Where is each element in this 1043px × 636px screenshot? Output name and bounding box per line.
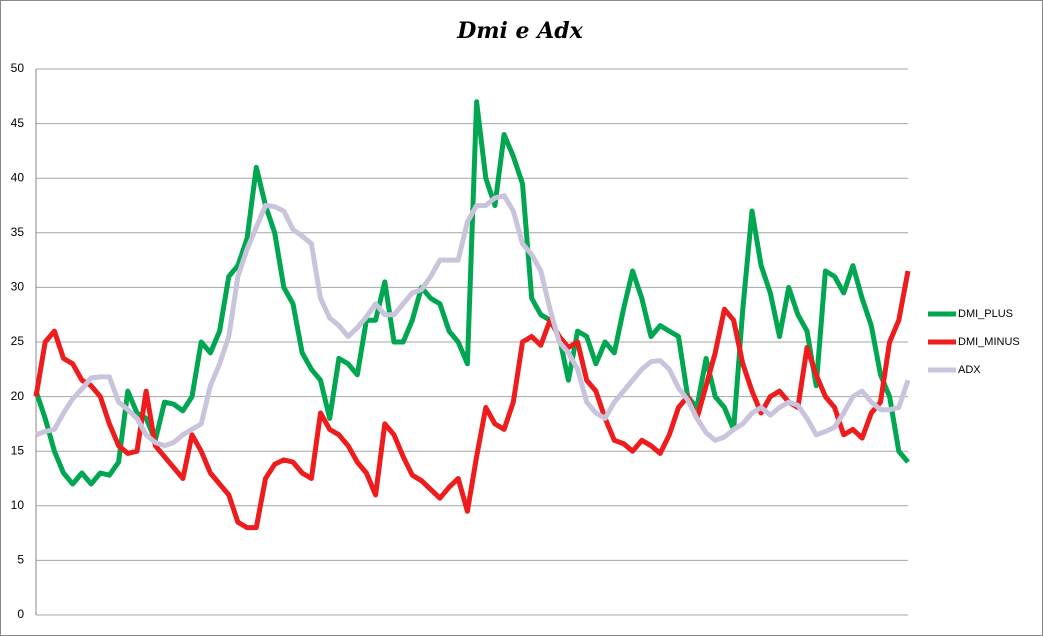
y-tick-label: 50	[11, 61, 25, 75]
legend-label: ADX	[958, 364, 981, 376]
y-tick-label: 15	[11, 443, 25, 457]
y-tick-label: 25	[11, 334, 25, 348]
chart-title: Dmi e Adx	[456, 18, 583, 44]
y-tick-label: 45	[11, 116, 25, 130]
y-tick-label: 40	[11, 170, 25, 184]
legend-label: DMI_MINUS	[958, 336, 1020, 348]
y-tick-label: 35	[11, 225, 25, 239]
y-tick-label: 10	[11, 498, 25, 512]
line-series	[35, 193, 911, 449]
y-tick-label: 30	[11, 280, 25, 294]
legend-label: DMI_PLUS	[958, 308, 1013, 320]
line-series	[33, 99, 910, 487]
y-tick-label: 0	[17, 607, 24, 621]
y-tick-label: 20	[11, 389, 25, 403]
y-tick-label: 5	[17, 553, 24, 567]
